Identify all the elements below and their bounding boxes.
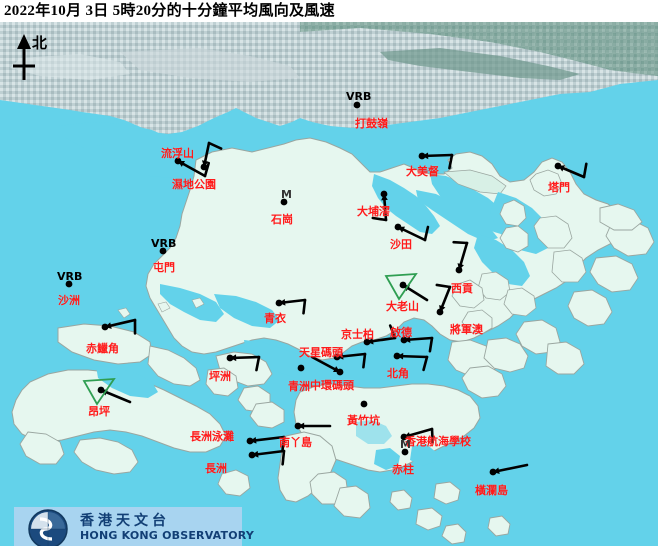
station-label-tseung-kwan-o: 將軍澳 (450, 323, 483, 336)
station-dot (97, 386, 105, 394)
station-dot (159, 247, 167, 255)
page-title: 2022年10月 3日 5時20分的十分鐘平均風向及風速 (4, 3, 335, 19)
station-label-tai-mei-tuk: 大美督 (406, 165, 439, 178)
station-dot (336, 368, 344, 376)
wind-barb-feather (430, 427, 434, 444)
station-label-chek-lap-kok: 赤鱲角 (86, 342, 119, 355)
wind-barb-feather (302, 298, 307, 315)
station-label-ta-kwu-ling: 打鼓嶺 (355, 117, 388, 130)
station-label-stanley: 赤柱 (392, 463, 414, 476)
wind-pennant-triangle (384, 272, 418, 301)
station-dot (400, 433, 408, 441)
wind-barb-feather (281, 435, 286, 452)
station-dot (65, 280, 73, 288)
wind-barb-feather (422, 355, 429, 372)
wind-barb-feather (203, 161, 210, 178)
north-arrow-label: 北 (32, 34, 48, 52)
station-label-hk-sea-school: 香港航海學校 (405, 435, 471, 448)
station-label-wetland-park: 濕地公園 (172, 178, 216, 191)
station-label-star-ferry: 天星碼頭 (299, 346, 343, 359)
station-dot (174, 157, 182, 165)
station-dot (101, 323, 109, 331)
missing-data-marker-stanley: M (400, 438, 411, 451)
station-dot (554, 162, 562, 170)
station-label-green-island: 青洲 (288, 380, 310, 393)
wind-barb-feather (362, 352, 367, 369)
wind-barb-feather (281, 449, 286, 466)
wind-barb-feather (452, 240, 469, 245)
station-label-peng-chau: 坪洲 (209, 370, 231, 383)
hong-kong-wind-map: 北 打鼓嶺 VRB 流浮山濕地公園 大美督塔門石崗 M 大埔滘沙田屯門 VRB 沙洲 VRB 西貢… (0, 22, 658, 546)
logo-name-en: HONG KONG OBSERVATORY (80, 529, 255, 542)
station-label-waglan-island: 橫瀾島 (475, 484, 508, 497)
station-dot (489, 468, 497, 476)
station-dot-layer (65, 101, 562, 476)
station-label-ngong-ping: 昂坪 (88, 405, 110, 418)
station-dot (360, 400, 368, 408)
station-label-lamma-island: 南丫島 (279, 436, 312, 449)
hko-swirl-logo-icon (28, 509, 68, 546)
wind-barb-feather (388, 324, 397, 340)
wind-barb-feather (435, 283, 452, 289)
station-dot (394, 223, 402, 231)
station-dot (393, 352, 401, 360)
station-label-kai-tak: 啟德 (390, 326, 412, 339)
north-arrow-icon (13, 34, 35, 80)
station-label-wong-chuk-hang: 黃竹坑 (347, 414, 380, 427)
station-label-sai-kung: 西貢 (451, 282, 473, 295)
variable-wind-marker-ta-kwu-ling: VRB (346, 90, 372, 103)
station-dot (455, 266, 463, 274)
logo-name-cn: 香港天文台 (80, 513, 170, 529)
wind-barb-feather (428, 336, 434, 353)
north-arrow: 北 (6, 32, 62, 90)
wind-barb-feather (423, 225, 430, 242)
station-label-tsing-yi: 青衣 (264, 312, 286, 325)
wind-barb-feather (582, 162, 588, 179)
station-label-cheung-chau: 長洲 (205, 462, 227, 475)
station-label-kings-park: 京士柏 (341, 328, 374, 341)
station-dot (436, 308, 444, 316)
station-dot (294, 422, 302, 430)
station-dot (380, 190, 388, 198)
wind-barb-feather (255, 355, 261, 372)
station-label-sha-chau: 沙洲 (58, 294, 80, 307)
station-dot (401, 448, 409, 456)
station-label-lau-fau-shan: 流浮山 (161, 147, 194, 160)
wind-barb-layer (99, 141, 588, 475)
map-basemap (0, 22, 658, 546)
wind-barb-feather (371, 216, 388, 222)
station-label-sha-tin: 沙田 (390, 238, 412, 251)
station-dot (297, 364, 305, 372)
station-label-tap-mun: 塔門 (548, 181, 570, 194)
station-label-north-point: 北角 (387, 367, 409, 380)
station-dot (399, 281, 407, 289)
station-label-shek-kong: 石崗 (271, 213, 293, 226)
hko-logo: 香港天文台 HONG KONG OBSERVATORY (14, 507, 254, 546)
station-label-tai-po-kau: 大埔滘 (357, 205, 390, 218)
station-label-central-pier: 中環碼頭 (310, 379, 354, 392)
missing-data-marker-shek-kong: M (281, 188, 292, 201)
station-dot (280, 198, 288, 206)
station-dot (363, 338, 371, 346)
wind-pennant-triangle (82, 377, 116, 406)
station-dot (418, 152, 426, 160)
station-label-tates-cairn: 大老山 (386, 300, 419, 313)
wind-barb-feather (448, 153, 454, 170)
station-dot (226, 354, 234, 362)
station-label-tuen-mun: 屯門 (153, 261, 175, 274)
station-dot (353, 101, 361, 109)
station-dot (248, 451, 256, 459)
wind-pennant-layer (82, 272, 418, 406)
variable-wind-marker-sha-chau: VRB (57, 270, 83, 283)
wind-barb-feather (207, 141, 223, 150)
station-dot (400, 336, 408, 344)
station-dot (333, 353, 341, 361)
station-label-cheung-chau-beach: 長洲泳灘 (190, 430, 234, 443)
variable-wind-marker-tuen-mun: VRB (151, 237, 177, 250)
station-dot (275, 299, 283, 307)
station-dot (246, 437, 254, 445)
station-dot (200, 163, 208, 171)
